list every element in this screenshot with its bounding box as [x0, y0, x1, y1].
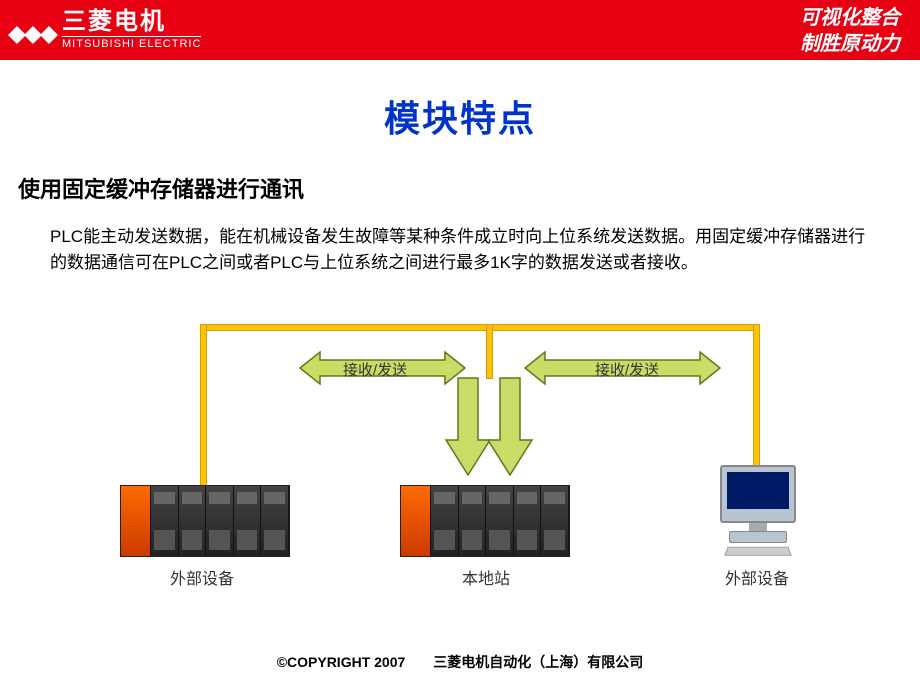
monitor-right	[720, 465, 796, 555]
brand-logo: 三菱电机 MITSUBISHI ELECTRIC	[0, 10, 201, 50]
plc-left	[120, 485, 290, 557]
network-diagram: 接收/发送 接收/发送 外部设备 本地站 外部设备	[0, 310, 920, 590]
plc-center	[400, 485, 570, 557]
brand-name-en: MITSUBISHI ELECTRIC	[62, 36, 201, 50]
arrow-label-right: 接收/发送	[595, 359, 659, 380]
arrow-label-left: 接收/发送	[343, 359, 407, 380]
copyright-footer: ©COPYRIGHT 2007 三菱电机自动化（上海）有限公司	[0, 652, 920, 672]
slogan-line1: 可视化整合	[800, 5, 900, 31]
mitsubishi-icon	[8, 26, 56, 35]
arrow-center-down-right	[488, 378, 532, 475]
label-right-device: 外部设备	[725, 565, 789, 589]
header-bar: 三菱电机 MITSUBISHI ELECTRIC 可视化整合 制胜原动力	[0, 0, 920, 60]
arrow-center-down-left	[446, 378, 490, 475]
slogan-line2: 制胜原动力	[800, 31, 900, 57]
label-left-device: 外部设备	[170, 565, 234, 589]
page-title: 模块特点	[0, 90, 920, 142]
label-center-device: 本地站	[462, 565, 510, 589]
section-subtitle: 使用固定缓冲存储器进行通讯	[18, 172, 920, 204]
brand-name-cn: 三菱电机	[62, 10, 201, 34]
body-paragraph: PLC能主动发送数据，能在机械设备发生故障等某种条件成立时向上位系统发送数据。用…	[50, 224, 870, 275]
slogan: 可视化整合 制胜原动力	[800, 5, 900, 57]
